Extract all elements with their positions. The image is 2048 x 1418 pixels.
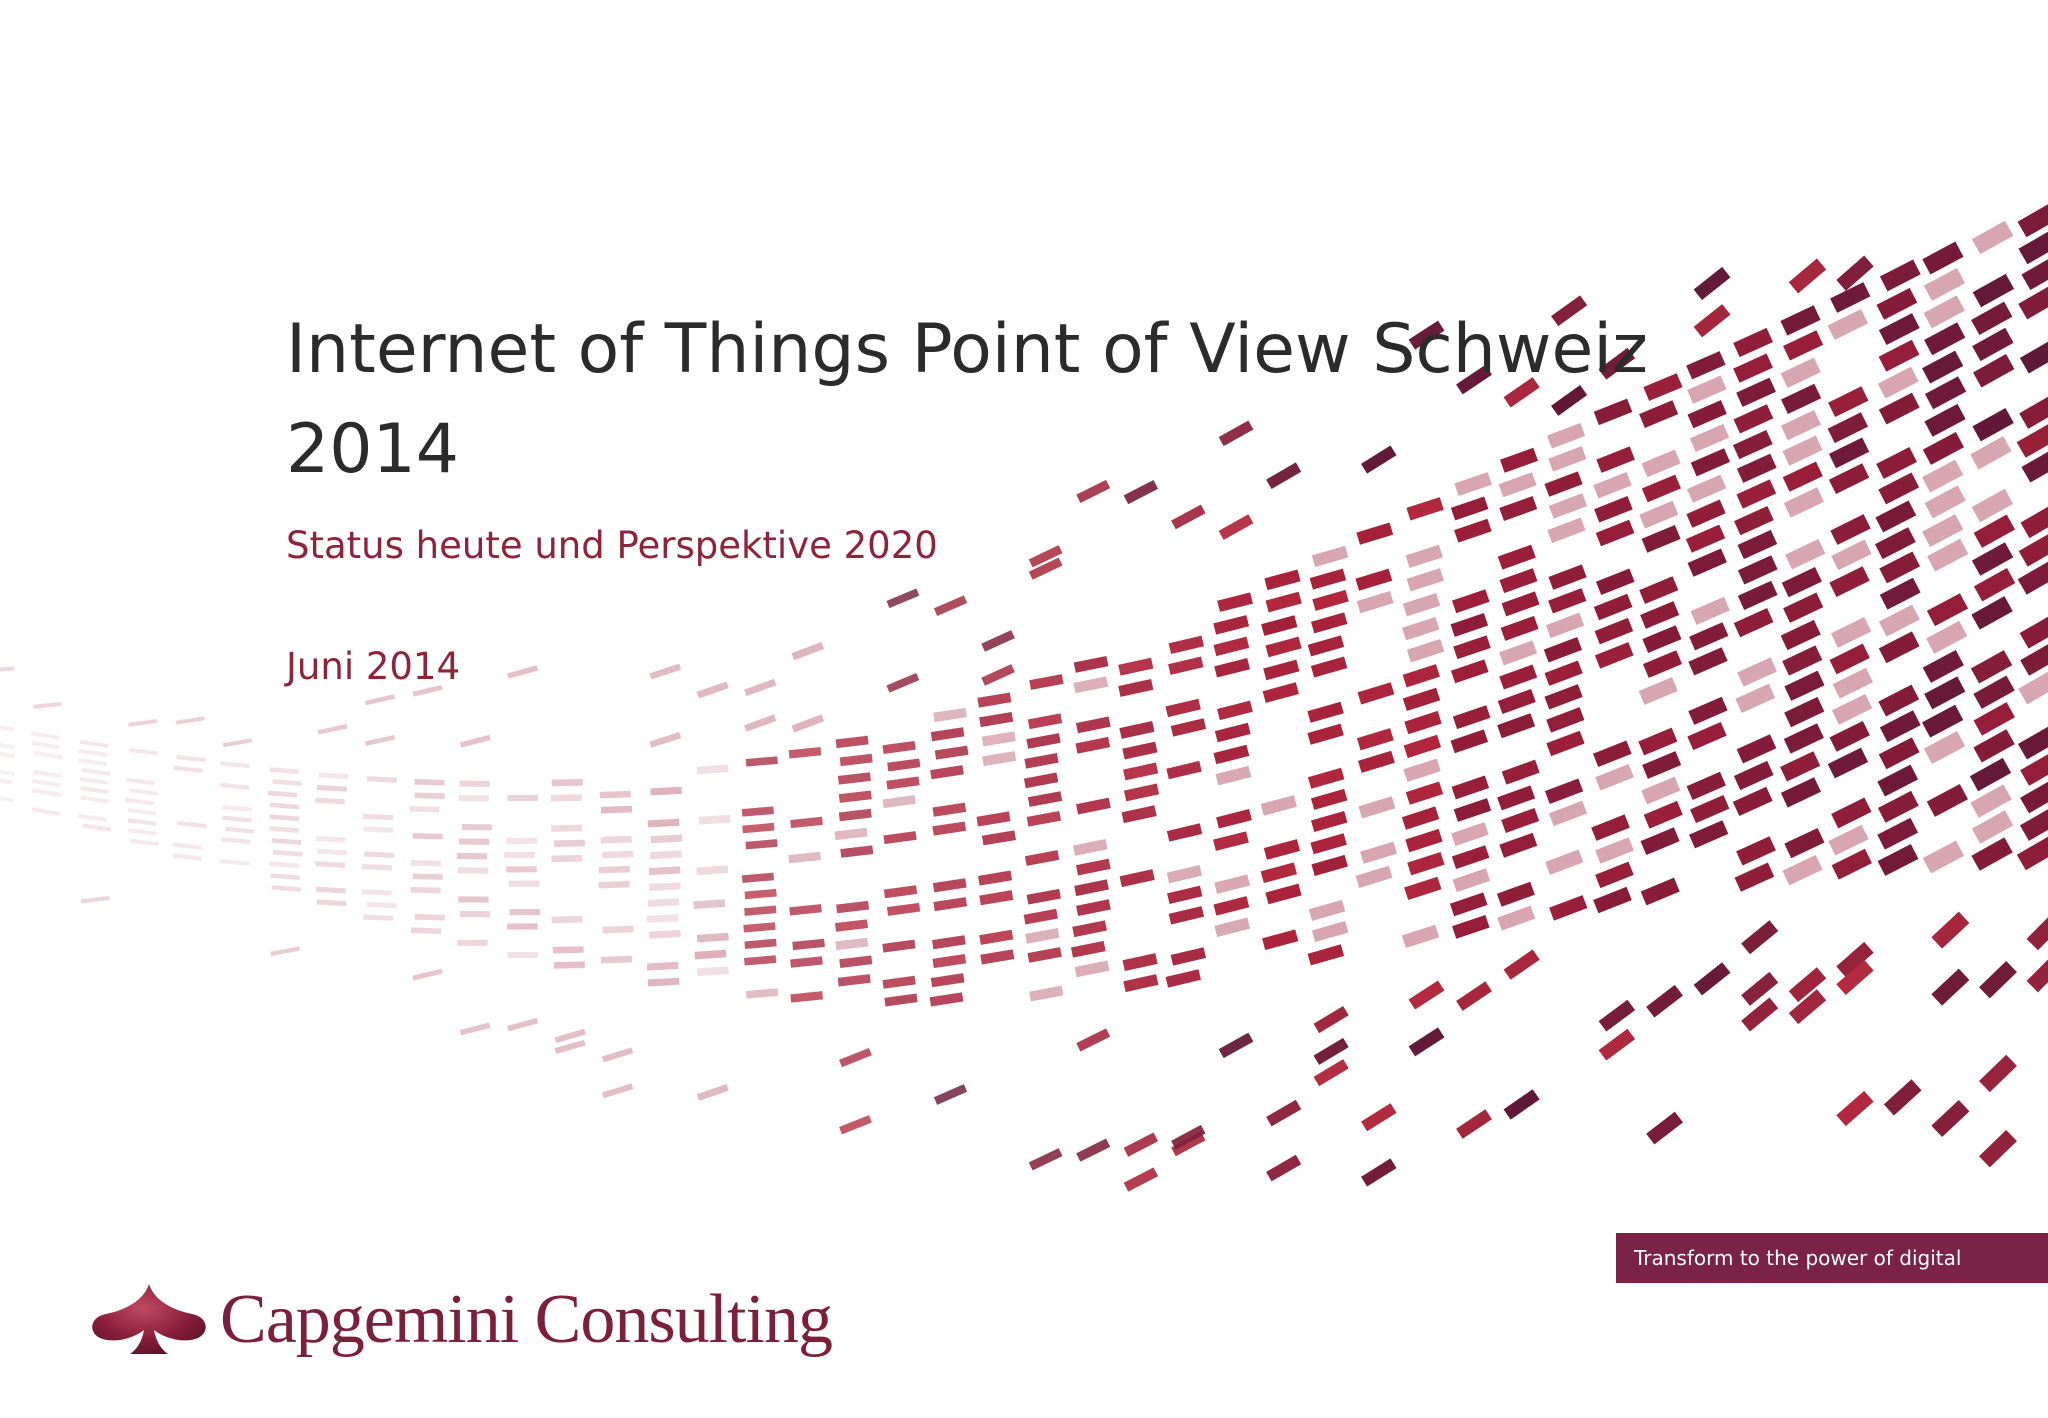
page-title: Internet of Things Point of View Schweiz…	[286, 300, 1786, 500]
subtitle: Status heute und Perspektive 2020	[286, 524, 938, 567]
title-line-2: 2014	[286, 410, 460, 489]
title-line-1: Internet of Things Point of View Schweiz	[286, 310, 1648, 389]
presentation-date: Juni 2014	[286, 645, 461, 688]
tagline-banner: Transform to the power of digital	[1616, 1233, 2048, 1283]
brand-logo: Capgemini Consulting	[86, 1275, 833, 1365]
tagline-text: Transform to the power of digital	[1634, 1246, 1962, 1270]
spade-icon	[92, 1284, 206, 1354]
brand-name: Capgemini Consulting	[220, 1281, 833, 1358]
